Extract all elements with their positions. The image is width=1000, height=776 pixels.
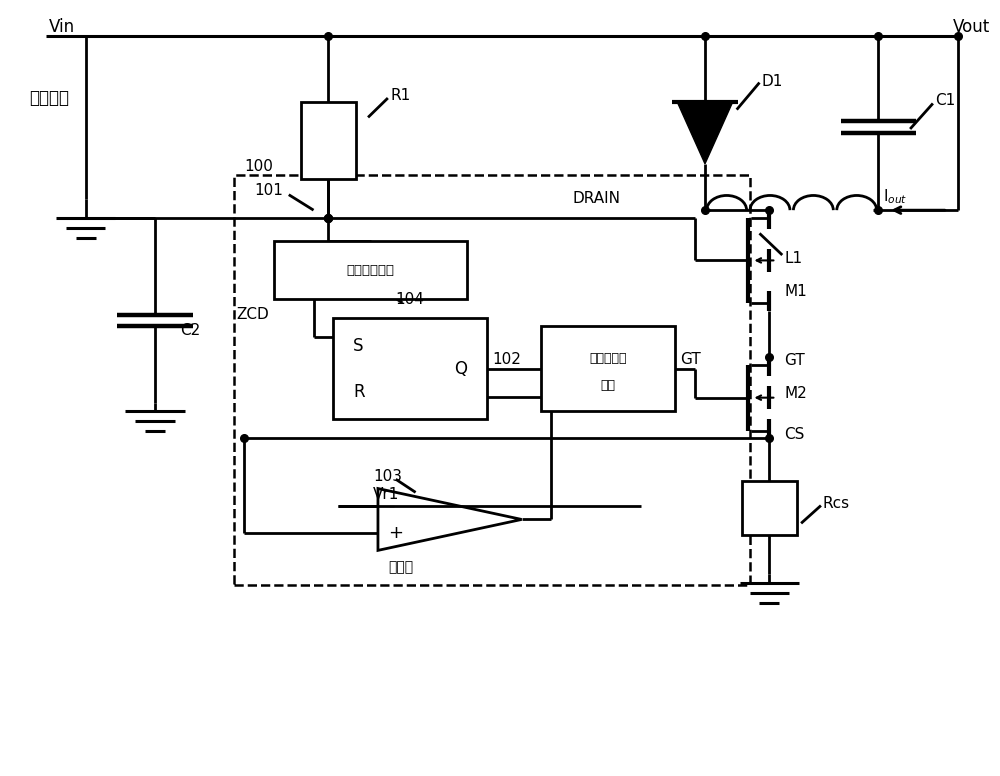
Text: 101: 101 [254,183,283,199]
Text: DRAIN: DRAIN [573,191,621,206]
Text: ZCD: ZCD [236,307,269,322]
Text: R: R [353,383,365,400]
Text: GT: GT [680,352,701,367]
Text: 100: 100 [244,158,273,174]
Text: Q: Q [454,359,467,378]
Text: 逻辑和驱动: 逻辑和驱动 [590,352,627,365]
Text: Vout: Vout [953,18,990,36]
Text: 输入电压: 输入电压 [29,89,69,107]
Text: 104: 104 [396,292,425,307]
Bar [301,102,356,179]
Text: M1: M1 [784,284,807,299]
Text: L1: L1 [784,251,802,265]
Text: C2: C2 [180,323,200,338]
Text: 电路: 电路 [601,379,616,392]
Bar [274,241,467,299]
Text: 比较器: 比较器 [388,560,413,574]
Text: S: S [353,337,364,355]
Text: D1: D1 [761,74,783,88]
Text: Rcs: Rcs [823,497,850,511]
Text: GT: GT [784,353,805,369]
Text: M2: M2 [784,386,807,401]
Bar [333,318,487,419]
Text: 过零检测电路: 过零检测电路 [347,264,395,276]
Text: C1: C1 [935,93,955,108]
Text: -: - [388,497,394,514]
Text: CS: CS [784,427,805,442]
Text: R1: R1 [391,88,411,103]
Bar [742,481,797,535]
Text: 102: 102 [492,352,521,367]
Bar [234,175,750,585]
Bar [541,326,675,411]
Polygon shape [677,102,733,164]
Text: Vr1: Vr1 [373,487,399,502]
Text: 103: 103 [373,469,402,484]
Text: +: + [388,524,403,542]
Text: I$_{out}$: I$_{out}$ [883,187,908,206]
Text: Vin: Vin [49,18,75,36]
